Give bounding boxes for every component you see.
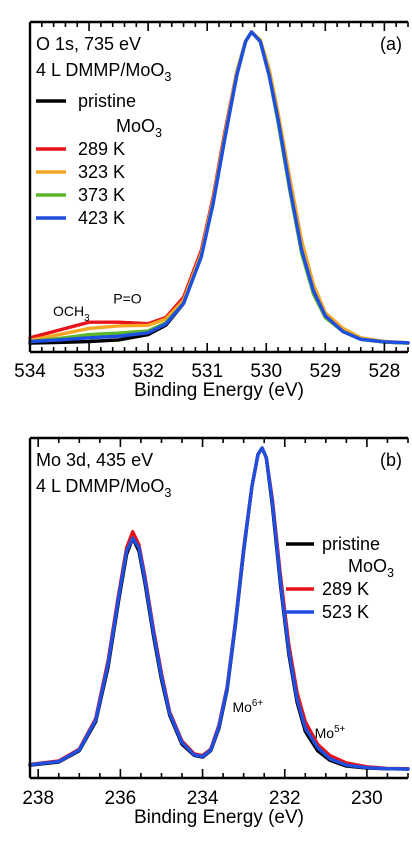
legend-label: pristine [322,534,380,554]
panel-id-label: (a) [380,34,402,54]
x-tick-label: 529 [309,361,341,382]
x-tick-label: 531 [191,361,223,382]
x-tick-label: 230 [351,788,383,809]
legend-label: 423 K [78,208,125,228]
peak-annotation: Mo6+ [232,698,263,715]
x-axis-label: Binding Energy (eV) [134,380,304,401]
legend-label: 289 K [78,139,125,159]
panel-subtitle: 4 L DMMP/MoO3 [36,60,171,84]
legend-label: 523 K [322,602,369,622]
series-line [28,446,410,771]
x-tick-label: 534 [14,361,46,382]
panel-title: O 1s, 735 eV [36,34,141,54]
x-tick-label: 234 [187,788,219,809]
panel-title: Mo 3d, 435 eV [36,450,153,470]
panel-subtitle: 4 L DMMP/MoO3 [36,476,171,500]
chart-panel: 534 533 532 531 530 529 528 Binding Energy (eV)… [14,20,410,401]
x-tick-label: 232 [269,788,301,809]
x-axis-label: Binding Energy (eV) [134,807,304,828]
legend-label: 323 K [78,162,125,182]
x-tick-label: 236 [105,788,137,809]
x-tick-label: 532 [132,361,164,382]
x-tick-label: 533 [73,361,105,382]
peak-annotation: P=O [113,290,142,306]
peak-annotation: Mo5+ [315,724,346,741]
peak-annotation: OCH3 [53,303,90,324]
x-tick-label: 238 [22,788,54,809]
x-tick-label: 528 [369,361,401,382]
legend-label: pristine [78,91,136,111]
panel-id-label: (b) [380,450,402,470]
chart-panel: 238 236 234 232 230 Binding Energy (eV) Mo 3d,… [22,436,410,828]
series-line [28,30,410,345]
legend-label: MoO3 [116,116,162,140]
x-tick-label: 530 [250,361,282,382]
legend-label: 289 K [322,579,369,599]
legend-label: 373 K [78,185,125,205]
legend-label: MoO3 [348,556,394,580]
